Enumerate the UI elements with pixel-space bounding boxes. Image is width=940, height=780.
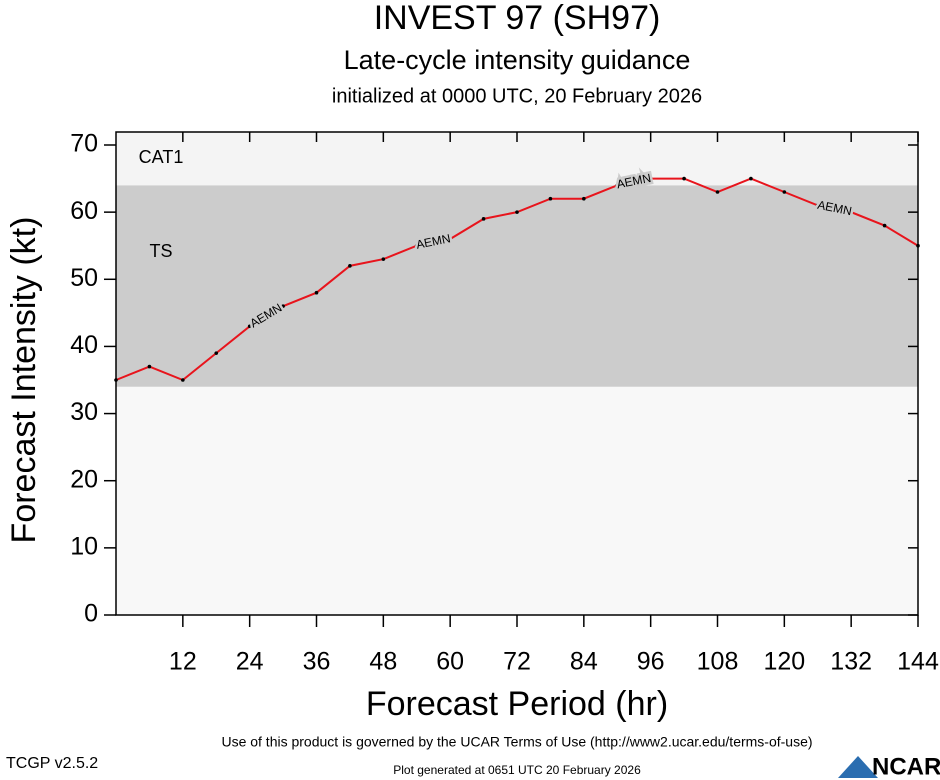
data-point bbox=[782, 190, 787, 194]
logo-mark bbox=[838, 756, 878, 778]
data-point bbox=[916, 243, 920, 248]
x-axis-label: Forecast Period (hr) bbox=[366, 685, 668, 723]
data-point bbox=[815, 203, 820, 208]
data-point bbox=[448, 237, 452, 241]
generated-text: Plot generated at 0651 UTC 20 February 2… bbox=[393, 763, 641, 777]
x-tick-label: 144 bbox=[897, 648, 939, 676]
x-tick-label: 24 bbox=[236, 648, 264, 676]
data-point bbox=[181, 378, 185, 382]
band-label: CAT1 bbox=[139, 147, 184, 167]
data-point bbox=[682, 176, 686, 181]
data-point bbox=[114, 378, 118, 382]
data-point bbox=[348, 264, 352, 268]
data-point bbox=[147, 364, 152, 369]
version-text: TCGP v2.5.2 bbox=[6, 755, 98, 772]
data-point bbox=[749, 176, 753, 181]
data-point bbox=[648, 176, 653, 181]
data-point bbox=[882, 223, 887, 228]
x-tick-label: 96 bbox=[637, 648, 665, 676]
data-point bbox=[615, 183, 620, 188]
x-tick-label: 72 bbox=[503, 648, 531, 676]
x-tick-label: 120 bbox=[763, 648, 805, 676]
chart-title: INVEST 97 (SH97) bbox=[374, 0, 661, 37]
data-point bbox=[582, 196, 586, 201]
init-time: initialized at 0000 UTC, 20 February 202… bbox=[332, 85, 702, 107]
y-tick-label: 0 bbox=[84, 600, 98, 628]
y-tick-label: 20 bbox=[70, 465, 98, 493]
y-tick-label: 70 bbox=[70, 130, 98, 158]
data-point bbox=[414, 243, 419, 248]
band-label: TS bbox=[149, 241, 172, 261]
x-tick-label: 84 bbox=[570, 648, 598, 676]
data-point bbox=[548, 196, 553, 201]
x-tick-label: 48 bbox=[369, 648, 397, 676]
data-point bbox=[515, 210, 519, 214]
data-point bbox=[715, 190, 720, 194]
y-tick-label: 60 bbox=[70, 197, 98, 225]
x-tick-label: 108 bbox=[697, 648, 739, 676]
x-tick-label: 132 bbox=[830, 648, 872, 676]
data-point bbox=[314, 290, 319, 295]
x-tick-label: 60 bbox=[436, 648, 464, 676]
y-tick-label: 10 bbox=[70, 532, 98, 560]
y-tick-label: 40 bbox=[70, 331, 98, 359]
data-point bbox=[247, 324, 252, 329]
x-tick-label: 12 bbox=[169, 648, 197, 676]
logo-text: NCAR bbox=[872, 753, 940, 780]
y-tick-label: 50 bbox=[70, 264, 98, 292]
chart-subtitle: Late-cycle intensity guidance bbox=[344, 45, 691, 75]
y-tick-label: 30 bbox=[70, 398, 98, 426]
data-point bbox=[214, 351, 219, 355]
data-point bbox=[849, 210, 853, 214]
data-point bbox=[481, 217, 486, 221]
x-tick-label: 36 bbox=[303, 648, 331, 676]
terms-text: Use of this product is governed by the U… bbox=[221, 734, 812, 750]
y-axis-label: Forecast Intensity (kt) bbox=[5, 217, 43, 544]
data-point bbox=[281, 304, 285, 308]
intensity-band bbox=[116, 185, 918, 387]
data-point bbox=[381, 257, 386, 261]
